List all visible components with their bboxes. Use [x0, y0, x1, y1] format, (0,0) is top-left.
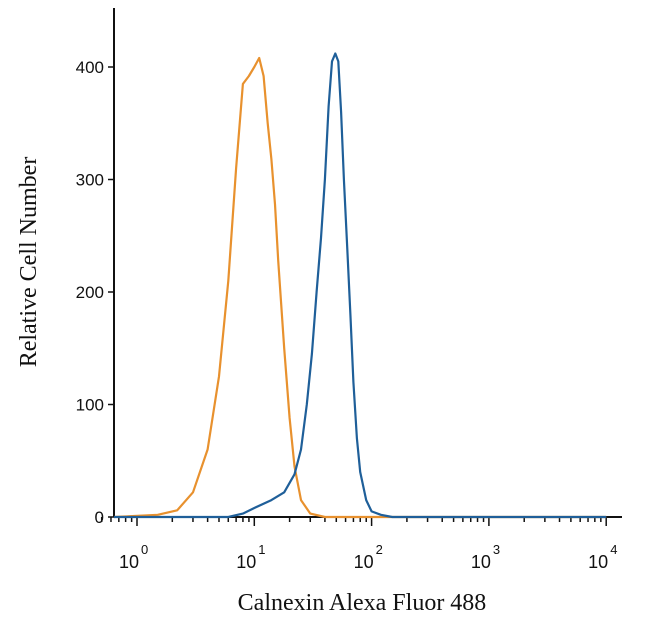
y-tick-label: 200: [76, 283, 104, 302]
x-tick-base: 10: [588, 552, 608, 572]
x-tick-exponent: 0: [141, 542, 148, 557]
x-tick-base: 10: [119, 552, 139, 572]
x-tick-exponent: 1: [258, 542, 265, 557]
x-tick-label: 102: [354, 542, 383, 572]
y-tick-label: 300: [76, 171, 104, 190]
x-axis-label: Calnexin Alexa Fluor 488: [238, 590, 487, 616]
x-tick-exponent: 2: [376, 542, 383, 557]
series-line-1: [113, 56, 607, 519]
x-tick-base: 10: [471, 552, 491, 572]
y-ticks: 0 100 200 300 400: [76, 58, 114, 527]
x-tick-label: 103: [471, 542, 500, 572]
x-tick-base: 10: [236, 552, 256, 572]
axes: [113, 8, 622, 518]
x-tick-label: 101: [236, 542, 265, 572]
y-tick-label: 100: [76, 396, 104, 415]
y-axis-label: Relative Cell Number: [16, 157, 42, 368]
x-tick-base: 10: [354, 552, 374, 572]
series-layer: [113, 52, 607, 519]
y-tick-label: 0: [95, 508, 104, 527]
x-tick-label: 100: [119, 542, 148, 572]
x-tick-label: 104: [588, 542, 617, 572]
x-tick-exponent: 3: [493, 542, 500, 557]
x-tick-exponent: 4: [610, 542, 617, 557]
series-line-2: [114, 52, 607, 519]
y-tick-label: 400: [76, 58, 104, 77]
